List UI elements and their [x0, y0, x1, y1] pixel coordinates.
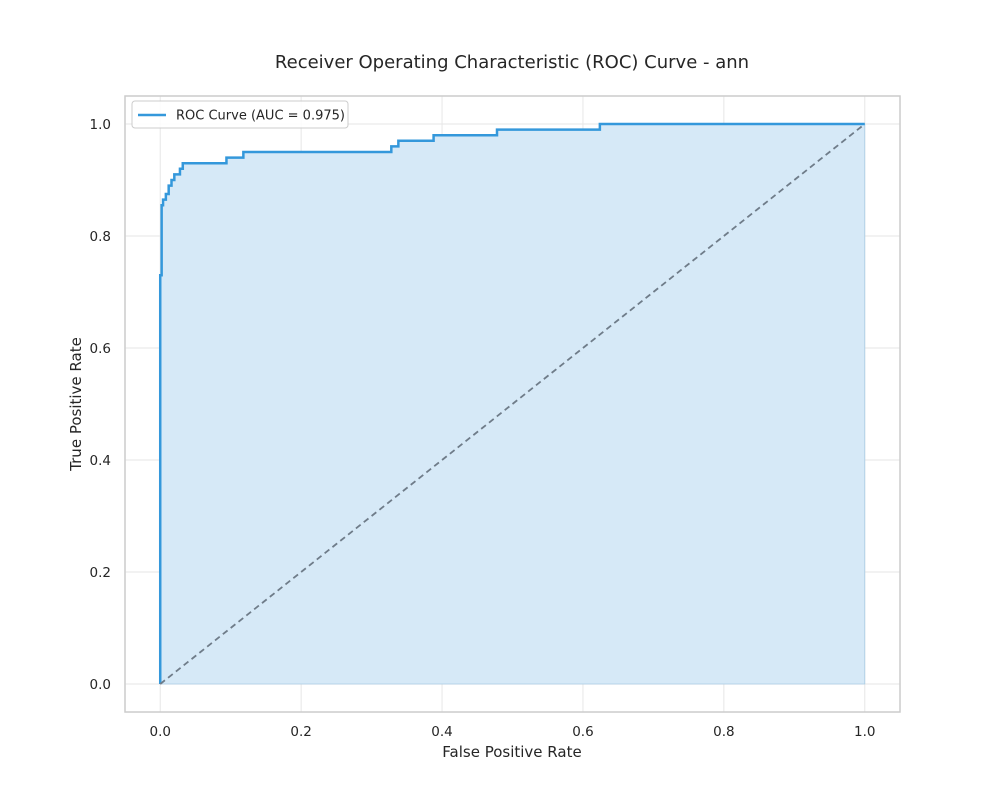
x-axis-ticks: 0.0 0.2 0.4 0.6 0.8 1.0 — [149, 724, 875, 740]
plot-area — [124, 95, 901, 713]
y-tick-label: 0.2 — [90, 565, 111, 581]
y-tick-label: 0.4 — [90, 453, 111, 469]
x-tick-label: 0.0 — [149, 724, 170, 740]
legend: ROC Curve (AUC = 0.975) — [131, 100, 349, 129]
x-axis-label: False Positive Rate — [442, 743, 581, 761]
x-tick-label: 0.2 — [290, 724, 311, 740]
y-axis-label: True Positive Rate — [67, 337, 85, 472]
chart-title: Receiver Operating Characteristic (ROC) … — [275, 52, 749, 73]
x-tick-label: 0.4 — [431, 724, 452, 740]
plot-frame — [124, 95, 901, 713]
roc-curve-line — [158, 122, 865, 684]
y-tick-label: 0.0 — [90, 677, 111, 693]
x-tick-label: 0.6 — [572, 724, 593, 740]
x-tick-label: 1.0 — [854, 724, 875, 740]
y-tick-label: 0.8 — [90, 229, 111, 245]
series-lines — [158, 122, 866, 685]
legend-box — [131, 100, 349, 129]
x-tick-label: 0.8 — [713, 724, 734, 740]
y-tick-label: 1.0 — [90, 117, 111, 133]
legend-label-roc: ROC Curve (AUC = 0.975) — [176, 109, 345, 124]
y-axis-ticks: 0.0 0.2 0.4 0.6 0.8 1.0 — [90, 117, 111, 693]
y-tick-label: 0.6 — [90, 341, 111, 357]
